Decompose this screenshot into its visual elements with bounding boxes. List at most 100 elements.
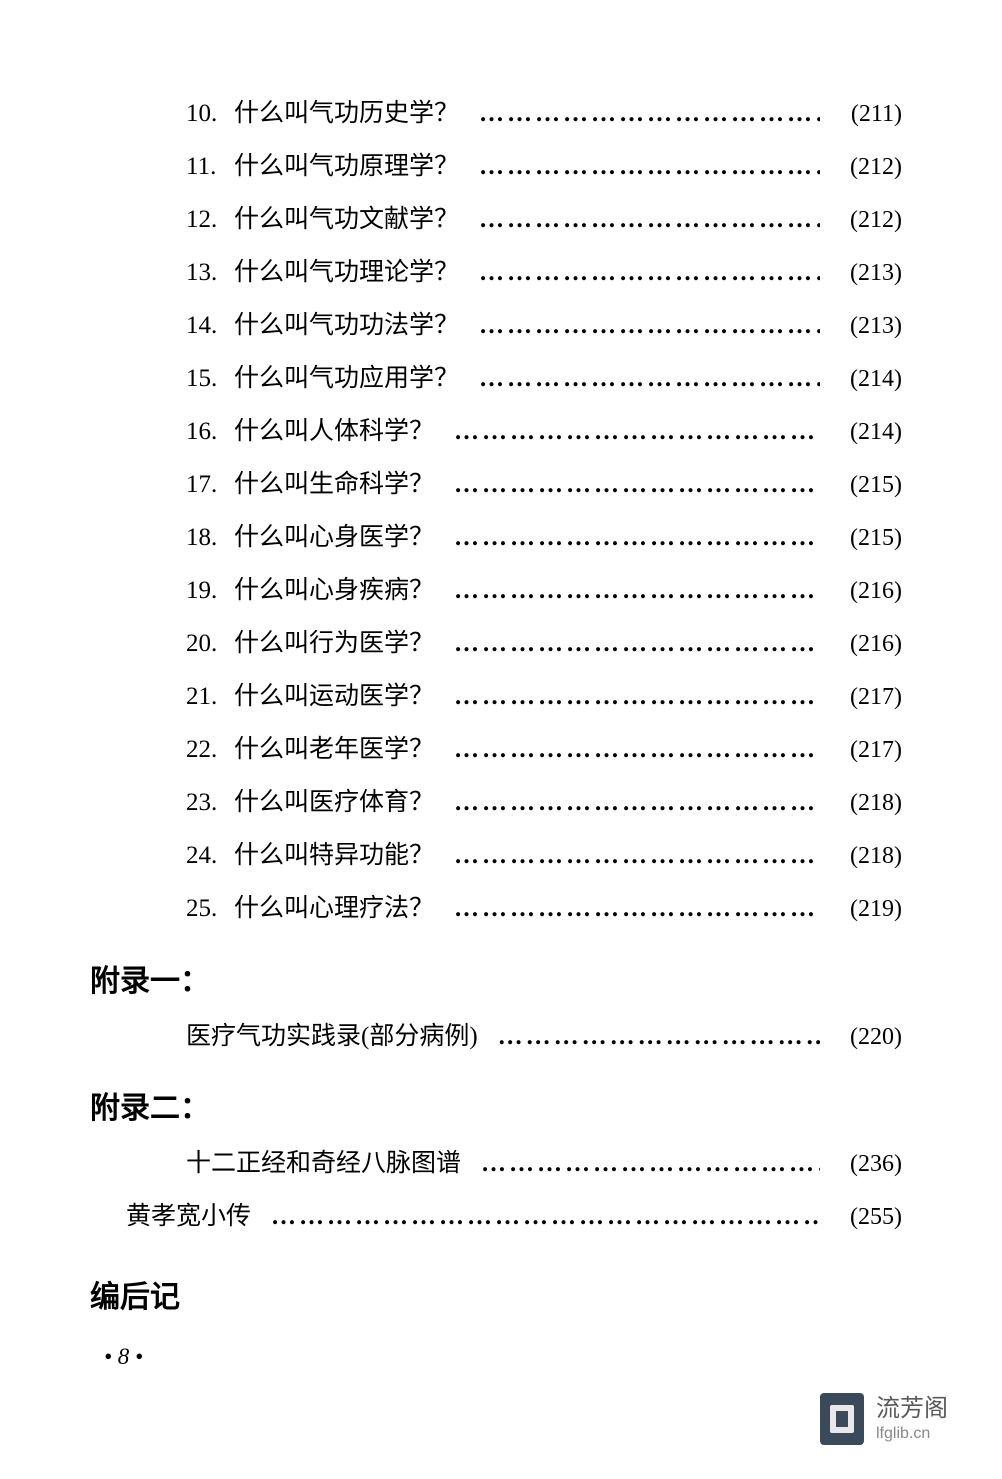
toc-entry: 15.什么叫气功应用学？…………………………………………………………(214) xyxy=(90,360,902,398)
entry-page: (216) xyxy=(820,626,902,662)
entry-number: 25. xyxy=(186,890,234,928)
leader: ………………………………………………………… xyxy=(434,890,820,928)
entry-text: 什么叫气功原理学？ xyxy=(234,148,459,186)
leader: ………………………………………………………… xyxy=(434,784,820,822)
toc-entry: 25.什么叫心理疗法？…………………………………………………………(219) xyxy=(90,890,902,928)
leader: ………………………………………………………… xyxy=(459,307,820,345)
toc-entry: 24.什么叫特异功能？…………………………………………………………(218) xyxy=(90,837,902,875)
entry-text: 什么叫气功功法学？ xyxy=(234,307,459,345)
leader: ………………………………………………………… xyxy=(251,1198,820,1236)
entry-text: 什么叫心身医学？ xyxy=(234,519,434,557)
entry-page: (214) xyxy=(820,361,902,397)
entry-number: 16. xyxy=(186,413,234,451)
entry-text: 什么叫生命科学？ xyxy=(234,466,434,504)
toc-entry: 23.什么叫医疗体育？…………………………………………………………(218) xyxy=(90,784,902,822)
footer-cn: 流芳阁 xyxy=(876,1394,948,1424)
entry-text: 什么叫气功文献学？ xyxy=(234,201,459,239)
entry-page: (218) xyxy=(820,838,902,874)
entry-page: (211) xyxy=(820,96,902,132)
toc-entry: 12.什么叫气功文献学？…………………………………………………………(212) xyxy=(90,201,902,239)
toc-entry: 17.什么叫生命科学？…………………………………………………………(215) xyxy=(90,466,902,504)
entry-text: 什么叫特异功能？ xyxy=(234,837,434,875)
entry-page: (213) xyxy=(820,255,902,291)
appendix1-entry: 医疗气功实践录(部分病例) ………………………………………………………… (22… xyxy=(90,1018,902,1056)
entry-page: (217) xyxy=(820,732,902,768)
entry-page: (213) xyxy=(820,308,902,344)
entry-number: 15. xyxy=(186,360,234,398)
entry-page: (216) xyxy=(820,573,902,609)
toc-entry: 16.什么叫人体科学？…………………………………………………………(214) xyxy=(90,413,902,451)
page-number: • 8 • xyxy=(90,1344,902,1370)
entry-number: 17. xyxy=(186,466,234,504)
entry-text: 什么叫心理疗法？ xyxy=(234,890,434,928)
entry-text: 什么叫医疗体育？ xyxy=(234,784,434,822)
entry-number: 12. xyxy=(186,201,234,239)
toc-entry: 18.什么叫心身医学？…………………………………………………………(215) xyxy=(90,519,902,557)
entry-text: 什么叫气功应用学？ xyxy=(234,360,459,398)
entry-number: 10. xyxy=(186,95,234,133)
entry-text: 什么叫运动医学？ xyxy=(234,678,434,716)
entry-page: (215) xyxy=(820,520,902,556)
entry-page: (219) xyxy=(820,891,902,927)
leader: ………………………………………………………… xyxy=(434,731,820,769)
leader: ………………………………………………………… xyxy=(459,254,820,292)
leader: ………………………………………………………… xyxy=(459,95,820,133)
leader: ………………………………………………………… xyxy=(459,201,820,239)
leader: ………………………………………………………… xyxy=(434,678,820,716)
toc-entry: 20.什么叫行为医学？…………………………………………………………(216) xyxy=(90,625,902,663)
leader: ………………………………………………………… xyxy=(434,837,820,875)
toc-entry: 22.什么叫老年医学？…………………………………………………………(217) xyxy=(90,731,902,769)
entry-number: 14. xyxy=(186,307,234,345)
toc-entry: 13.什么叫气功理论学？…………………………………………………………(213) xyxy=(90,254,902,292)
author-bio-page: (255) xyxy=(820,1199,902,1235)
footer-watermark: 流芳阁 lfglib.cn xyxy=(820,1393,948,1445)
entry-number: 18. xyxy=(186,519,234,557)
leader: ………………………………………………………… xyxy=(434,625,820,663)
entry-number: 24. xyxy=(186,837,234,875)
toc-entry: 10.什么叫气功历史学？…………………………………………………………(211) xyxy=(90,95,902,133)
leader: ………………………………………………………… xyxy=(434,572,820,610)
entry-text: 什么叫行为医学？ xyxy=(234,625,434,663)
author-bio-entry: 黄孝宽小传 ………………………………………………………… (255) xyxy=(90,1198,902,1236)
leader: ………………………………………………………… xyxy=(459,360,820,398)
afterword-heading: 编后记 xyxy=(90,1272,902,1316)
footer-en: lfglib.cn xyxy=(876,1424,948,1444)
appendix2-text: 十二正经和奇经八脉图谱 xyxy=(186,1145,461,1183)
toc-entry: 21.什么叫运动医学？…………………………………………………………(217) xyxy=(90,678,902,716)
entry-page: (218) xyxy=(820,785,902,821)
entry-page: (212) xyxy=(820,149,902,185)
appendix1-heading: 附录一： xyxy=(90,956,902,1000)
entry-text: 什么叫老年医学？ xyxy=(234,731,434,769)
appendix1-text: 医疗气功实践录(部分病例) xyxy=(186,1018,478,1056)
entry-number: 21. xyxy=(186,678,234,716)
entry-number: 11. xyxy=(186,148,234,186)
author-bio-text: 黄孝宽小传 xyxy=(126,1198,251,1236)
footer-logo-icon xyxy=(820,1393,864,1445)
leader: ………………………………………………………… xyxy=(459,148,820,186)
toc-entry: 14.什么叫气功功法学？…………………………………………………………(213) xyxy=(90,307,902,345)
entry-page: (212) xyxy=(820,202,902,238)
toc-list: 10.什么叫气功历史学？…………………………………………………………(211)1… xyxy=(90,95,902,928)
entry-page: (217) xyxy=(820,679,902,715)
entry-number: 20. xyxy=(186,625,234,663)
footer-text: 流芳阁 lfglib.cn xyxy=(876,1394,948,1444)
appendix1-page: (220) xyxy=(820,1019,902,1055)
leader: ………………………………………………………… xyxy=(461,1145,820,1183)
entry-page: (215) xyxy=(820,467,902,503)
leader: ………………………………………………………… xyxy=(434,519,820,557)
toc-entry: 11.什么叫气功原理学？…………………………………………………………(212) xyxy=(90,148,902,186)
appendix2-entry: 十二正经和奇经八脉图谱 ………………………………………………………… (236) xyxy=(90,1145,902,1183)
entry-text: 什么叫人体科学？ xyxy=(234,413,434,451)
entry-number: 13. xyxy=(186,254,234,292)
entry-text: 什么叫心身疾病？ xyxy=(234,572,434,610)
document-page: 10.什么叫气功历史学？…………………………………………………………(211)1… xyxy=(0,0,1002,1370)
entry-text: 什么叫气功理论学？ xyxy=(234,254,459,292)
entry-number: 23. xyxy=(186,784,234,822)
entry-number: 19. xyxy=(186,572,234,610)
entry-number: 22. xyxy=(186,731,234,769)
entry-text: 什么叫气功历史学？ xyxy=(234,95,459,133)
appendix2-heading: 附录二： xyxy=(90,1083,902,1127)
leader: ………………………………………………………… xyxy=(434,466,820,504)
toc-entry: 19.什么叫心身疾病？…………………………………………………………(216) xyxy=(90,572,902,610)
entry-page: (214) xyxy=(820,414,902,450)
